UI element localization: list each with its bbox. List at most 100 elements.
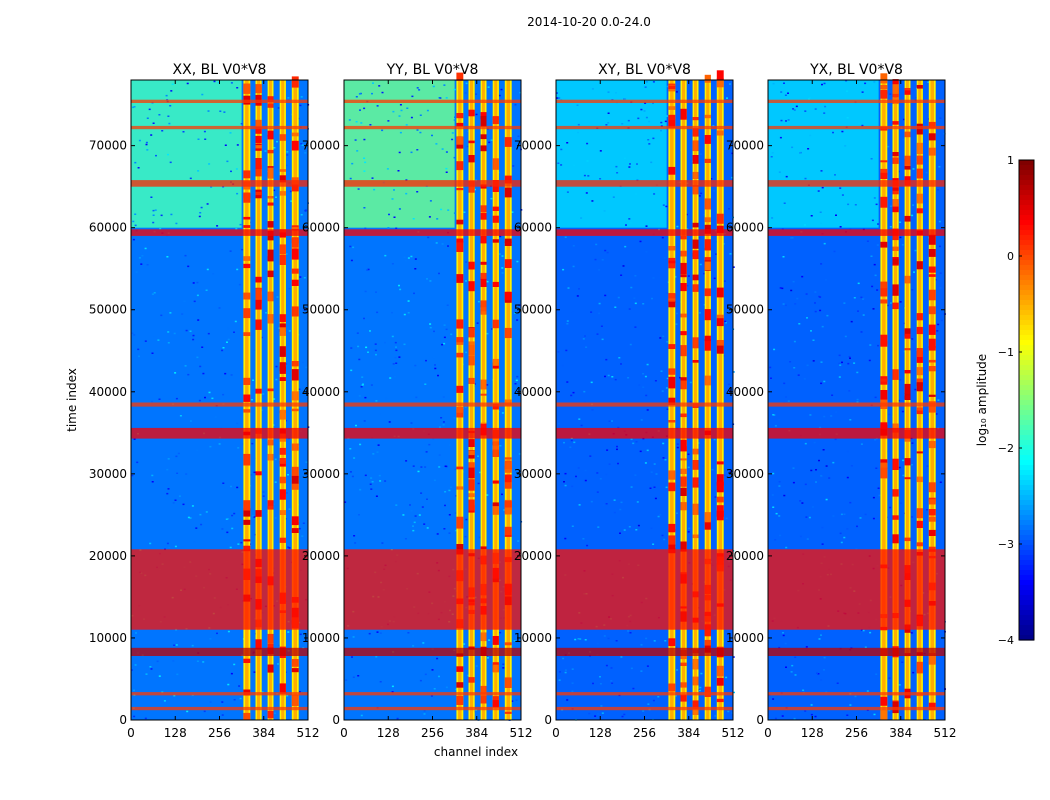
noise-speckle (476, 322, 479, 324)
colorbar-swatch (1019, 600, 1034, 606)
panel-0: XX, BL V0*V80 128 256 384 512010000200003000… (89, 62, 320, 740)
noise-speckle (214, 416, 217, 418)
noise-speckle (857, 310, 859, 312)
noise-speckle (785, 175, 788, 178)
noise-speckle (231, 527, 234, 530)
noise-speckle (285, 492, 288, 494)
noise-speckle (676, 443, 679, 445)
x-tick-label: 512 (510, 726, 533, 740)
noise-speckle (687, 531, 690, 533)
colorbar-swatch (1019, 185, 1034, 191)
colorbar-swatch (1019, 275, 1034, 281)
noise-speckle (783, 82, 785, 84)
noise-speckle (835, 411, 838, 413)
noise-speckle (445, 167, 448, 170)
noise-speckle (374, 349, 377, 352)
noise-speckle (429, 326, 432, 329)
rfi-burst (892, 534, 899, 544)
rfi-burst (904, 477, 911, 480)
noise-speckle (562, 657, 565, 660)
noise-speckle (186, 710, 189, 713)
noise-speckle (464, 535, 467, 538)
noise-speckle (699, 263, 702, 266)
noise-speckle (352, 246, 355, 249)
noise-speckle (173, 644, 176, 646)
rfi-burst (680, 313, 687, 318)
noise-speckle (676, 225, 679, 228)
noise-speckle (563, 441, 565, 444)
rfi-burst (928, 546, 936, 552)
noise-speckle (810, 713, 813, 716)
noise-speckle (818, 295, 820, 298)
rfi-burst (716, 318, 724, 327)
noise-speckle (821, 543, 824, 545)
noise-speckle (715, 467, 718, 469)
noise-speckle (516, 375, 519, 378)
x-tick-label: 128 (801, 726, 824, 740)
noise-speckle (634, 193, 637, 195)
noise-speckle (939, 287, 942, 289)
noise-speckle (226, 341, 228, 343)
noise-speckle (623, 713, 626, 716)
noise-speckle (815, 469, 817, 471)
noise-speckle (276, 140, 278, 143)
colorbar-swatch (1019, 515, 1034, 521)
noise-speckle (184, 365, 187, 367)
noise-speckle (572, 391, 575, 394)
noise-speckle (146, 117, 149, 119)
y-tick-label: 30000 (89, 467, 127, 481)
rfi-band (131, 229, 308, 236)
rfi-burst (243, 545, 251, 552)
noise-speckle (140, 263, 143, 265)
noise-speckle (166, 492, 169, 495)
rfi-burst (904, 88, 911, 95)
rfi-burst (279, 362, 286, 374)
noise-speckle (511, 211, 514, 213)
rfi-burst (716, 461, 724, 465)
noise-speckle (710, 178, 713, 180)
colorbar-swatch (1019, 190, 1034, 196)
rfi-burst (468, 677, 475, 683)
noise-speckle (578, 504, 581, 506)
noise-speckle (441, 343, 444, 346)
noise-speckle (715, 253, 718, 255)
noise-speckle (790, 289, 793, 292)
noise-speckle (596, 642, 599, 645)
noise-speckle (613, 511, 616, 514)
noise-speckle (938, 166, 941, 168)
noise-speckle (477, 482, 480, 485)
noise-speckle (445, 328, 448, 331)
noise-speckle (619, 532, 621, 534)
rfi-burst (716, 287, 724, 298)
noise-speckle (804, 442, 807, 445)
noise-speckle (175, 397, 178, 400)
noise-speckle (729, 470, 732, 473)
rfi-burst (692, 460, 699, 470)
noise-speckle (792, 280, 795, 283)
rfi-burst (704, 239, 711, 251)
noise-speckle (784, 94, 787, 96)
colorbar-swatch (1019, 210, 1034, 216)
noise-speckle (195, 527, 198, 529)
noise-speckle (676, 669, 679, 671)
noise-speckle (700, 672, 703, 675)
noise-speckle (618, 357, 621, 359)
colorbar-swatch (1019, 200, 1034, 206)
noise-speckle (369, 124, 372, 126)
noise-speckle (501, 493, 503, 496)
noise-speckle (175, 222, 178, 225)
noise-speckle (499, 445, 502, 447)
rfi-burst (480, 213, 487, 220)
rfi-band (344, 647, 521, 656)
noise-speckle (621, 715, 624, 718)
noise-speckle (241, 248, 244, 251)
rfi-burst (456, 466, 464, 470)
rfi-burst (928, 234, 936, 245)
noise-speckle (714, 496, 717, 498)
rfi-burst (504, 259, 512, 268)
noise-speckle (567, 287, 570, 289)
noise-speckle (265, 312, 267, 314)
rfi-burst (916, 142, 923, 155)
noise-speckle (621, 123, 624, 125)
noise-speckle (818, 459, 820, 462)
